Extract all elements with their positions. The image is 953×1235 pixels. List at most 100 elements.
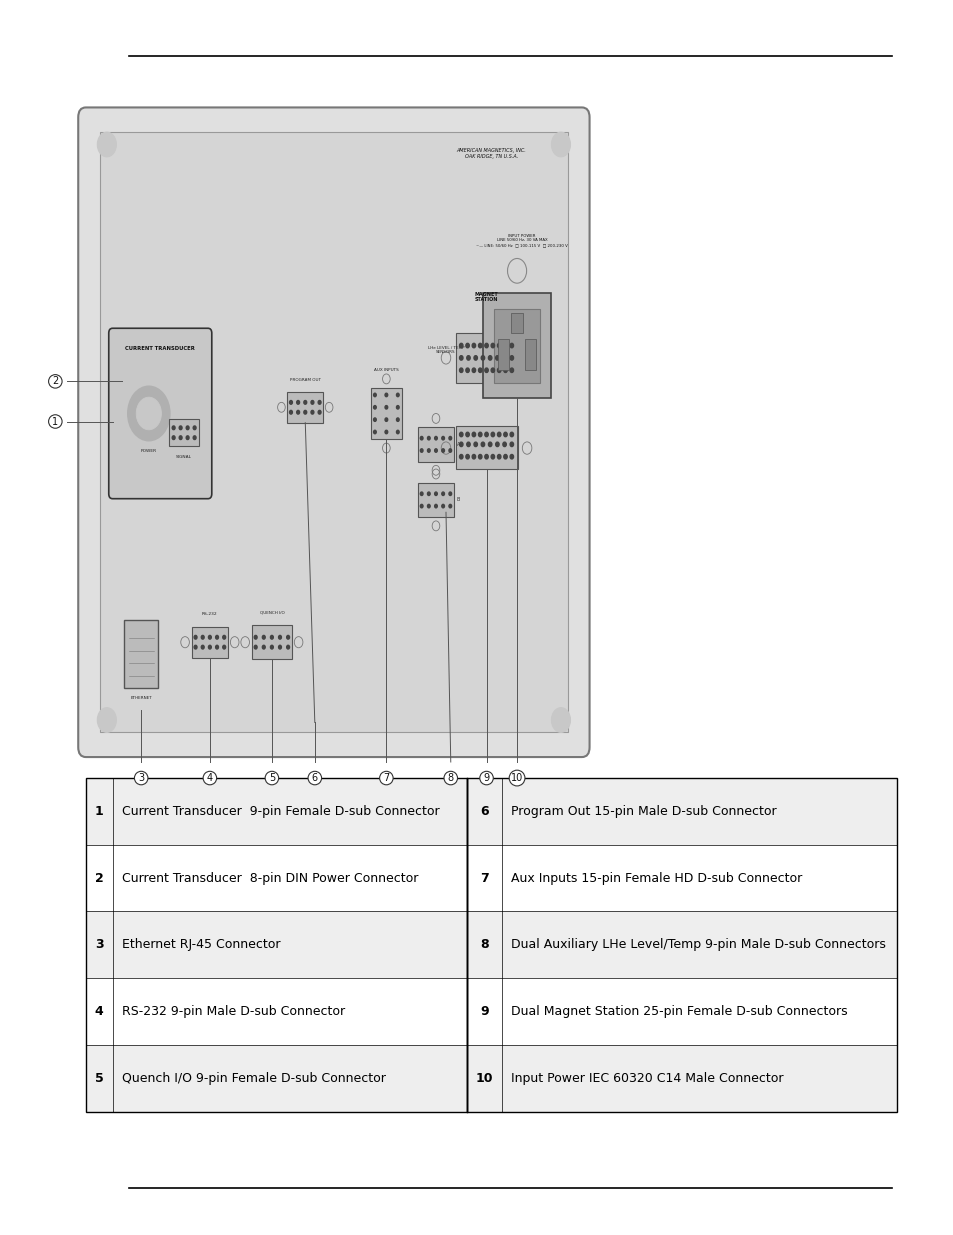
Circle shape — [385, 405, 387, 409]
Circle shape — [465, 343, 469, 348]
Circle shape — [318, 400, 320, 404]
Text: 10: 10 — [511, 773, 522, 783]
Bar — [371, 388, 401, 440]
Circle shape — [253, 645, 257, 650]
Circle shape — [201, 645, 204, 650]
Circle shape — [488, 356, 492, 361]
Circle shape — [484, 454, 488, 459]
Text: Input Power IEC 60320 C14 Male Connector: Input Power IEC 60320 C14 Male Connector — [511, 1072, 783, 1084]
Circle shape — [510, 368, 513, 373]
Circle shape — [435, 492, 436, 495]
Circle shape — [420, 504, 422, 508]
Circle shape — [465, 454, 469, 459]
Circle shape — [496, 442, 498, 447]
Circle shape — [466, 442, 470, 447]
Text: RS-232 9-pin Male D-sub Connector: RS-232 9-pin Male D-sub Connector — [122, 1005, 345, 1018]
Bar — [467, 778, 896, 845]
Circle shape — [510, 432, 513, 437]
Circle shape — [435, 436, 436, 440]
Text: 8: 8 — [479, 939, 489, 951]
Circle shape — [441, 504, 444, 508]
Circle shape — [484, 432, 488, 437]
Circle shape — [503, 368, 507, 373]
Circle shape — [551, 132, 570, 157]
Circle shape — [459, 356, 462, 361]
Bar — [100, 132, 567, 732]
Text: 4: 4 — [94, 1005, 104, 1018]
Circle shape — [287, 636, 290, 640]
Text: 2: 2 — [94, 872, 104, 884]
Text: 3: 3 — [138, 773, 144, 783]
Text: Program Out 15-pin Male D-sub Connector: Program Out 15-pin Male D-sub Connector — [511, 805, 776, 818]
Circle shape — [201, 636, 204, 640]
Circle shape — [441, 492, 444, 495]
Text: Dual Magnet Station 25-pin Female D-sub Connectors: Dual Magnet Station 25-pin Female D-sub … — [511, 1005, 847, 1018]
Text: 1: 1 — [94, 805, 104, 818]
Circle shape — [179, 436, 182, 440]
Circle shape — [374, 417, 375, 421]
Circle shape — [510, 356, 513, 361]
Circle shape — [420, 436, 422, 440]
Text: 6: 6 — [479, 805, 489, 818]
Circle shape — [420, 492, 422, 495]
Circle shape — [459, 442, 462, 447]
Text: AUX INPUTS: AUX INPUTS — [374, 368, 398, 372]
Bar — [417, 483, 454, 517]
Circle shape — [472, 432, 476, 437]
Text: 7: 7 — [383, 773, 389, 783]
Circle shape — [194, 645, 197, 650]
Circle shape — [484, 368, 488, 373]
Circle shape — [441, 436, 444, 440]
Circle shape — [474, 442, 476, 447]
Circle shape — [271, 636, 273, 640]
Text: CURRENT TRANSDUCER: CURRENT TRANSDUCER — [125, 346, 195, 351]
Bar — [86, 778, 467, 845]
Bar — [86, 1045, 467, 1112]
Circle shape — [478, 454, 481, 459]
Bar — [252, 625, 292, 659]
Text: PROGRAM OUT: PROGRAM OUT — [290, 378, 320, 382]
Circle shape — [465, 368, 469, 373]
Bar — [467, 911, 896, 978]
Circle shape — [271, 645, 273, 650]
Text: Dual Auxiliary LHe Level/Temp 9-pin Male D-sub Connectors: Dual Auxiliary LHe Level/Temp 9-pin Male… — [511, 939, 885, 951]
Circle shape — [491, 454, 494, 459]
Circle shape — [465, 432, 469, 437]
Circle shape — [172, 436, 175, 440]
Bar — [417, 427, 454, 462]
Circle shape — [396, 393, 398, 396]
Circle shape — [472, 454, 476, 459]
Circle shape — [222, 636, 225, 640]
Circle shape — [427, 504, 430, 508]
FancyBboxPatch shape — [78, 107, 589, 757]
Circle shape — [290, 410, 292, 414]
Circle shape — [510, 442, 513, 447]
Text: RS-232: RS-232 — [202, 613, 217, 616]
Circle shape — [194, 636, 197, 640]
Circle shape — [480, 356, 484, 361]
Bar — [192, 626, 228, 657]
Circle shape — [311, 410, 314, 414]
Circle shape — [474, 356, 476, 361]
Circle shape — [497, 454, 500, 459]
Text: Aux Inputs 15-pin Female HD D-sub Connector: Aux Inputs 15-pin Female HD D-sub Connec… — [511, 872, 801, 884]
Text: INPUT POWER
LINE 50/60 Hz, 30 VA MAX
~— LINE: 50/60 Hz  □ 100-115 V  □ 200-230 V: INPUT POWER LINE 50/60 Hz, 30 VA MAX ~— … — [476, 233, 567, 247]
Text: Current Transducer  9-pin Female D-sub Connector: Current Transducer 9-pin Female D-sub Co… — [122, 805, 439, 818]
Circle shape — [449, 448, 451, 452]
Circle shape — [480, 442, 484, 447]
Circle shape — [435, 504, 436, 508]
Bar — [456, 333, 517, 383]
Circle shape — [186, 436, 189, 440]
Circle shape — [497, 368, 500, 373]
Circle shape — [551, 708, 570, 732]
Bar — [86, 911, 467, 978]
Text: B: B — [456, 498, 460, 503]
Bar — [467, 778, 896, 1112]
Circle shape — [459, 454, 462, 459]
Text: 4: 4 — [207, 773, 213, 783]
Circle shape — [472, 343, 476, 348]
Circle shape — [488, 442, 492, 447]
Circle shape — [510, 343, 513, 348]
Circle shape — [459, 368, 462, 373]
Circle shape — [374, 430, 375, 433]
